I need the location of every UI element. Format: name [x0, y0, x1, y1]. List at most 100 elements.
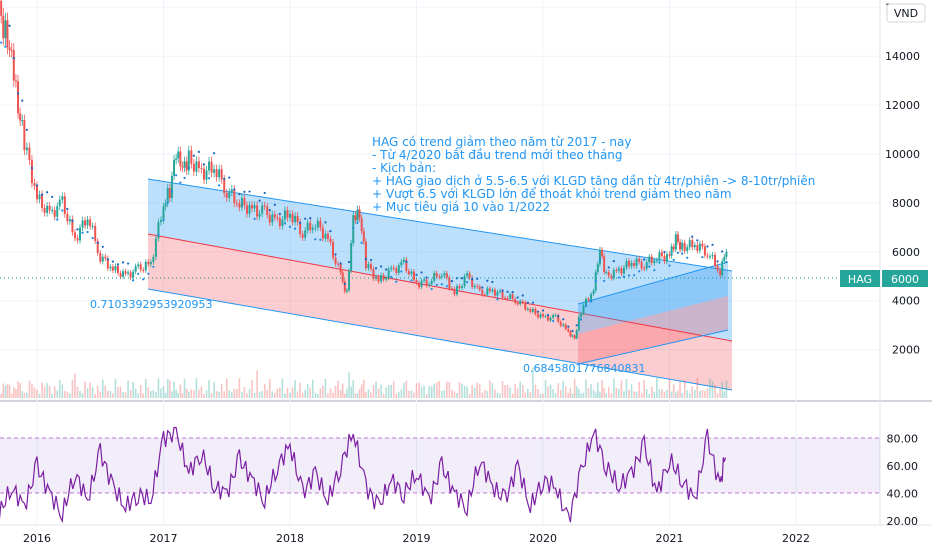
candle-body [235, 203, 238, 205]
candle-body [271, 214, 274, 223]
candle-body [48, 205, 51, 211]
price-tick-label: 10000 [885, 148, 920, 161]
volume-bar [486, 390, 489, 398]
candle-body [319, 220, 322, 228]
analysis-note[interactable]: HAG có trend giảm theo năm từ 2017 - nay… [372, 135, 819, 214]
price-pane[interactable] [0, 0, 880, 400]
candle-body [291, 213, 294, 223]
stop-dot [466, 280, 469, 284]
volume-bar [709, 378, 711, 398]
volume-bar [276, 388, 279, 398]
candle-body [569, 331, 572, 337]
candle-body [2, 15, 5, 39]
candle-body [430, 280, 433, 285]
volume-bar [430, 386, 433, 398]
volume-bar [451, 390, 453, 398]
price-tick-label: 2000 [892, 344, 920, 357]
volume-bar [266, 389, 269, 398]
volume-bar [380, 384, 382, 398]
volume-bar [56, 390, 59, 398]
candle-body [601, 249, 604, 257]
candle-body [28, 147, 31, 161]
candle-body [326, 233, 329, 239]
candle-body [149, 261, 152, 265]
volume-bar [41, 382, 43, 398]
candle-body [41, 194, 44, 208]
stop-dot [374, 267, 378, 270]
volume-bar [195, 378, 198, 398]
rsi-line[interactable] [0, 426, 726, 524]
candle-body [655, 260, 658, 262]
stop-dot [410, 279, 413, 282]
candle-body [192, 163, 195, 172]
candle-body [202, 168, 205, 180]
rsi-tick-label: 20.00 [887, 515, 919, 528]
candle-body [605, 272, 608, 274]
volume-bar [8, 384, 11, 398]
candle-body [177, 151, 180, 159]
candle-body [463, 276, 466, 287]
volume-bar [271, 391, 274, 398]
stop-dot [445, 285, 448, 288]
stop-dot [152, 265, 155, 268]
candle-body [159, 219, 162, 223]
volume-bar [415, 383, 418, 398]
volume-bar [408, 390, 410, 398]
volume-bar [481, 392, 484, 398]
candle-body [197, 161, 200, 168]
price-candles[interactable] [0, 0, 728, 340]
candle-body [653, 260, 656, 263]
volume-bar [385, 387, 387, 398]
time-tick-label: 2017 [150, 532, 178, 545]
price-axis-ticks: 200040006000800010000120001400016000 [885, 1, 920, 356]
volume-bar [696, 378, 699, 398]
volume-bar [296, 391, 299, 398]
price-tick-label: 8000 [892, 197, 920, 210]
candle-body [552, 315, 555, 318]
candle-body [536, 314, 539, 318]
stop-dot [273, 203, 276, 206]
volume-bar [160, 388, 162, 398]
currency-badge[interactable] [886, 3, 926, 23]
monthly-trend-channel[interactable] [577, 261, 729, 365]
fib-label-left[interactable]: 0.7103392953920953 [90, 298, 212, 311]
last-price-value: 6000 [891, 273, 919, 286]
candle-body [164, 203, 167, 207]
stop-dot [395, 280, 398, 283]
volume-bar [559, 389, 562, 398]
stop-dot [35, 184, 39, 187]
volume-bar [294, 380, 296, 398]
candle-body [693, 245, 696, 248]
candle-body [139, 264, 142, 270]
candle-body [218, 169, 221, 178]
volume-bar [64, 390, 66, 398]
volume-bar [478, 383, 481, 398]
symbol-badge[interactable] [840, 270, 880, 287]
stop-dot [526, 301, 529, 304]
candle-body [56, 206, 59, 217]
volume-bar [213, 381, 215, 398]
volume-bar [620, 380, 623, 398]
stop-dot [339, 262, 342, 265]
stop-dot [663, 250, 666, 254]
candle-body [73, 232, 76, 239]
candle-body [445, 273, 448, 278]
last-price-badge[interactable] [882, 270, 928, 287]
candle-body [187, 150, 190, 171]
stop-dot [175, 174, 178, 177]
candle-body [233, 189, 236, 204]
candle-body [415, 280, 418, 283]
candle-body [181, 166, 184, 168]
fib-label-right[interactable]: 0.6845801776840831 [523, 362, 645, 375]
candle-body [592, 290, 595, 295]
candle-body [154, 238, 157, 257]
volume-bar [304, 389, 306, 398]
candle-body [395, 268, 398, 273]
candle-body [461, 286, 464, 289]
stop-dot [405, 260, 408, 264]
candle-body [51, 210, 54, 212]
volume-bar [640, 393, 643, 398]
stop-dot [314, 238, 317, 241]
candle-body [248, 205, 251, 214]
